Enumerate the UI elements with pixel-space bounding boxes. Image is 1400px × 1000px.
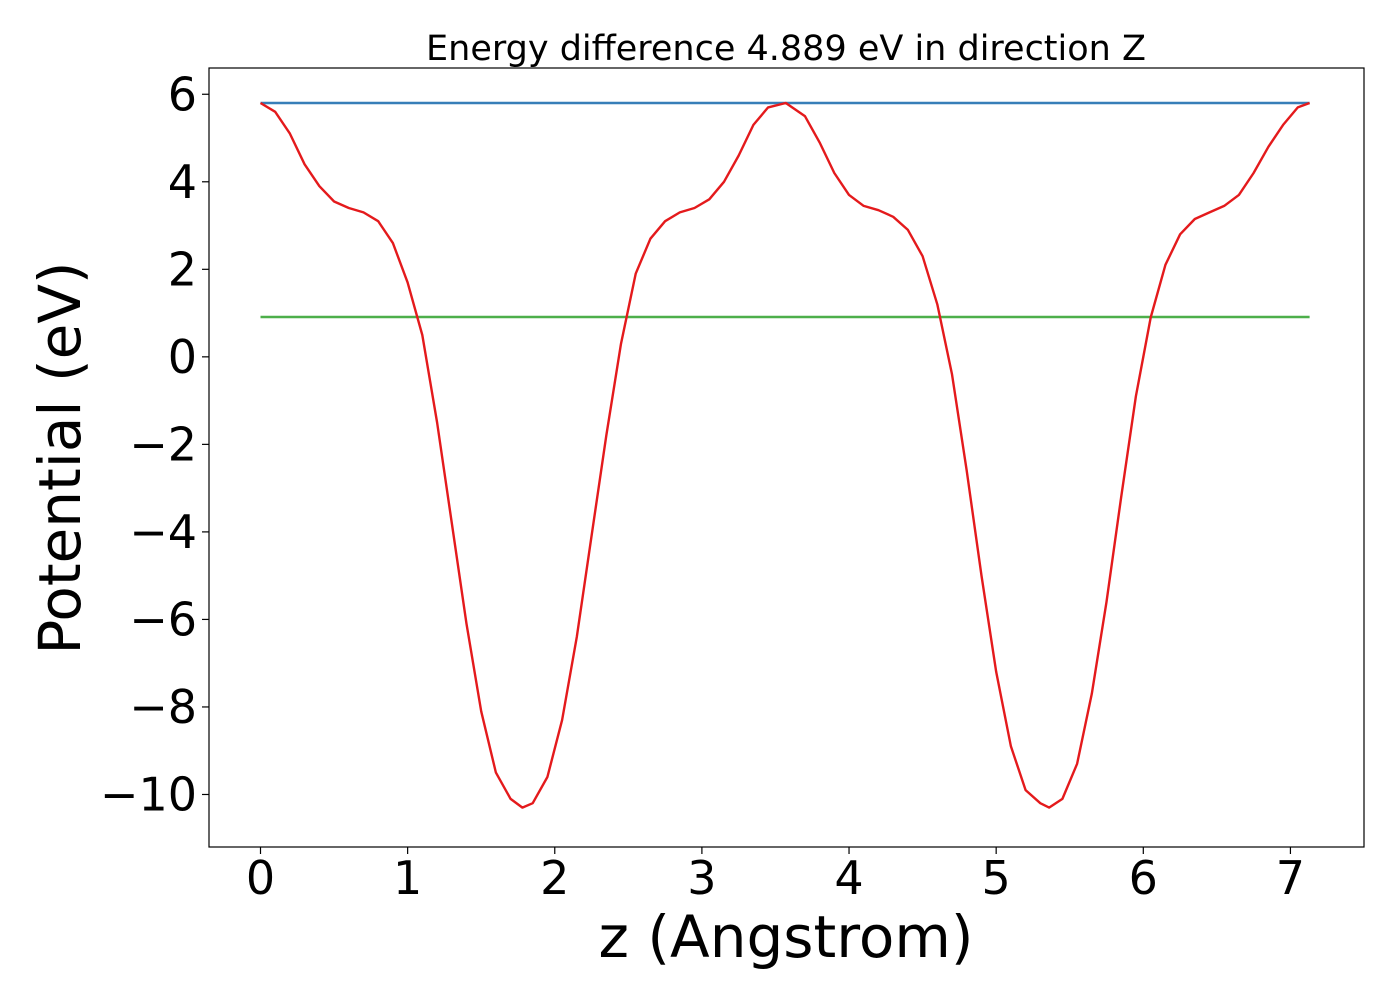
x-tick-label: 7 bbox=[1276, 851, 1305, 905]
y-axis: −10 −8 −6 −4 −2 0 2 4 6 bbox=[100, 67, 209, 821]
x-tick-label: 2 bbox=[540, 851, 569, 905]
x-tick-label: 5 bbox=[982, 851, 1011, 905]
y-tick-label: −8 bbox=[129, 680, 197, 734]
x-tick-label: 3 bbox=[687, 851, 716, 905]
y-tick-label: −2 bbox=[129, 417, 197, 471]
x-tick-label: 1 bbox=[393, 851, 422, 905]
x-tick-label: 6 bbox=[1129, 851, 1158, 905]
y-tick-label: 0 bbox=[168, 330, 197, 384]
x-axis: 0 1 2 3 4 5 6 7 bbox=[246, 847, 1305, 905]
x-tick-label: 0 bbox=[246, 851, 275, 905]
y-tick-label: 2 bbox=[168, 242, 197, 296]
y-tick-label: 6 bbox=[168, 67, 197, 121]
x-tick-label: 4 bbox=[834, 851, 863, 905]
y-axis-label: Potential (eV) bbox=[26, 261, 94, 654]
x-axis-label: z (Angstrom) bbox=[599, 903, 974, 971]
y-tick-label: −10 bbox=[100, 767, 197, 821]
series-line-0 bbox=[259, 101, 1311, 809]
chart-title: Energy difference 4.889 eV in direction … bbox=[426, 29, 1146, 69]
y-tick-label: 4 bbox=[168, 155, 197, 209]
axes-frame bbox=[208, 67, 1365, 848]
y-tick-label: −6 bbox=[129, 592, 197, 646]
y-tick-label: −4 bbox=[129, 505, 197, 559]
plot-area bbox=[259, 101, 1311, 809]
